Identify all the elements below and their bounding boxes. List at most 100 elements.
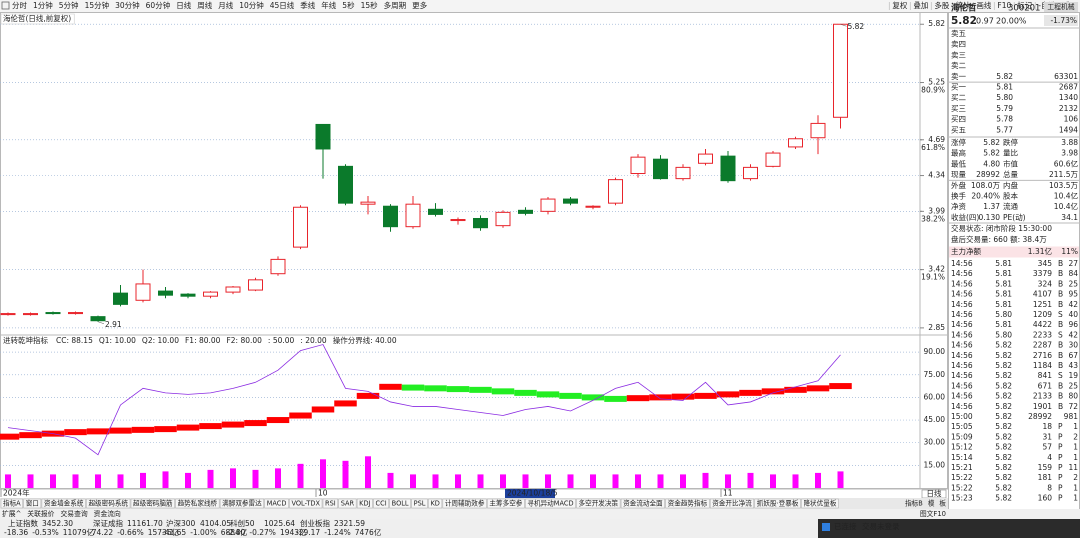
indicator-bar [117, 474, 124, 488]
index-amount: 6884亿 [221, 527, 248, 537]
indicator-tab[interactable]: 指标A [3, 499, 21, 508]
tick-volume: 2233 [1033, 330, 1052, 339]
tick-volume: 18 [1042, 422, 1052, 431]
indicator-tab[interactable]: VOL-TDX [291, 500, 320, 508]
tick-side: S [1058, 330, 1063, 339]
indicator-tab[interactable]: RSI [325, 500, 336, 508]
indicator-tab[interactable]: 满脚双参雷达 [222, 499, 262, 508]
indicator-tab[interactable]: CCI [376, 500, 387, 508]
indicator-tab[interactable]: 模 [928, 499, 935, 508]
tab-box [338, 498, 357, 509]
indicator-bar [230, 468, 236, 488]
period-tab[interactable]: 月线 [218, 0, 233, 10]
indicator-tab[interactable]: 抓妖股·登暴板 [757, 499, 799, 508]
indicator-tab[interactable]: MACD [267, 500, 287, 508]
tab-box [442, 498, 487, 509]
indicator-tab[interactable]: 寻机异动MACD [527, 499, 573, 508]
stat-label: 外盘 [951, 180, 966, 190]
tool-button[interactable]: 多股 [934, 0, 949, 10]
period-tab[interactable]: 分时 [12, 0, 27, 10]
tick-volume: 8 [1047, 483, 1052, 492]
extension-tab[interactable]: 关联报价 [27, 509, 54, 518]
tick-time: 15:12 [951, 443, 973, 452]
quote-panel [948, 12, 1080, 519]
indicator-tab[interactable]: 趋势私家线桥 [178, 499, 218, 508]
cursor-label: 2024/10/18/5 [507, 489, 558, 498]
indicator-tab[interactable]: SAR [341, 500, 355, 508]
indicator-tab[interactable]: 超级密码系统 [88, 499, 128, 508]
indicator-tab[interactable]: 资金开比净流 [712, 499, 752, 508]
period-tab[interactable]: 10分钟 [239, 0, 264, 10]
period-tab[interactable]: 周线 [197, 0, 212, 10]
index-amount: 15736亿 [148, 527, 180, 537]
indicator-bar [95, 474, 101, 488]
tick-time: 14:56 [951, 381, 973, 390]
period-tab[interactable]: 45日线 [270, 0, 295, 10]
trend-band [19, 432, 42, 439]
indicator-tab[interactable]: 窗口 [26, 499, 39, 508]
tool-button[interactable]: 叠加 [913, 0, 928, 10]
indicator-tab[interactable]: PSL [414, 500, 426, 508]
period-tab[interactable]: 5秒 [342, 0, 355, 10]
extreme-pointer [97, 321, 105, 324]
tool-button[interactable]: 复权 [892, 0, 907, 10]
trend-band [131, 426, 155, 433]
y-tick-label: 45.00 [924, 415, 946, 424]
stat-label: 最低 [951, 158, 966, 168]
tool-button[interactable]: 画线 [976, 0, 991, 10]
indicator-tab[interactable]: KD [430, 500, 439, 508]
tool-button[interactable]: 统计 [955, 0, 970, 10]
indicator-tab[interactable]: 降状优量板 [803, 499, 836, 508]
tick-side: B [1058, 300, 1063, 309]
indicator-tab[interactable]: 指标B [905, 499, 923, 508]
tool-button[interactable]: 标记 [1017, 0, 1033, 10]
index-pct: -0.53% [32, 528, 59, 537]
period-tab[interactable]: 15秒 [361, 0, 379, 10]
period-tab[interactable]: 1分钟 [33, 0, 53, 10]
period-tab[interactable]: 15分钟 [85, 0, 110, 10]
indicator-tab[interactable]: 主筹多空参 [489, 499, 522, 508]
trend-band [671, 393, 695, 400]
stat-value: 211.5万 [1049, 170, 1078, 179]
period-tab[interactable]: 30分钟 [115, 0, 140, 10]
indicator-tab[interactable]: 资金趋势指标 [668, 499, 708, 508]
period-tab[interactable]: 5分钟 [59, 0, 79, 10]
indicator-bar [252, 469, 259, 488]
toolbar-icon [1, 1, 10, 10]
indicator-tab[interactable]: 计周辅助效参 [445, 499, 485, 508]
period-tab[interactable]: 年线 [321, 0, 336, 10]
book-price: 5.81 [996, 83, 1013, 92]
period-tab[interactable]: 多周期 [384, 0, 407, 10]
period-tab[interactable]: 更多 [412, 0, 427, 10]
extension-tab[interactable]: 图文F10 [920, 509, 946, 518]
legend-entry: Q2: 10.00 [142, 336, 179, 345]
extension-tab[interactable]: 扩展^ [2, 509, 21, 518]
tick-volume: 1184 [1033, 361, 1052, 370]
period-tab[interactable]: 日线 [176, 0, 191, 10]
sector-name[interactable]: 工程机械 [1047, 2, 1074, 11]
indicator-tab[interactable]: 板 [939, 499, 946, 508]
indicator-tab[interactable]: 多空开发决策 [579, 499, 619, 508]
indicator-tab[interactable]: 资金墙金系统 [44, 499, 84, 508]
legend-entry: 操作分界线: 40.00 [333, 335, 397, 345]
indicator-tab[interactable]: 超级密码脑筋 [133, 499, 173, 508]
tick-price: 5.82 [995, 422, 1012, 431]
period-tab[interactable]: 60分钟 [146, 0, 171, 10]
indicator-tab[interactable]: BOLL [392, 500, 409, 508]
indicator-tab[interactable]: KDJ [359, 500, 370, 508]
stat-value: 1.37 [983, 202, 1000, 211]
taskbar [818, 519, 1080, 538]
extension-tab[interactable]: 资金流向 [94, 509, 121, 518]
stat-label: 现量 [951, 170, 966, 179]
tool-button[interactable]: F10 [997, 1, 1011, 10]
tick-side: B [1058, 279, 1063, 288]
period-tab[interactable]: 季线 [300, 0, 315, 10]
tick-price: 5.82 [995, 473, 1012, 482]
extension-tab[interactable]: 交易查询 [60, 509, 87, 518]
candle-body [338, 165, 353, 204]
indicator-bar [207, 469, 214, 488]
sector-pct: -1.73% [1050, 16, 1077, 25]
indicator-tab[interactable]: 资金流动全面 [623, 499, 663, 508]
main-chart-frame [0, 12, 948, 489]
tick-volume: 3379 [1033, 269, 1052, 278]
